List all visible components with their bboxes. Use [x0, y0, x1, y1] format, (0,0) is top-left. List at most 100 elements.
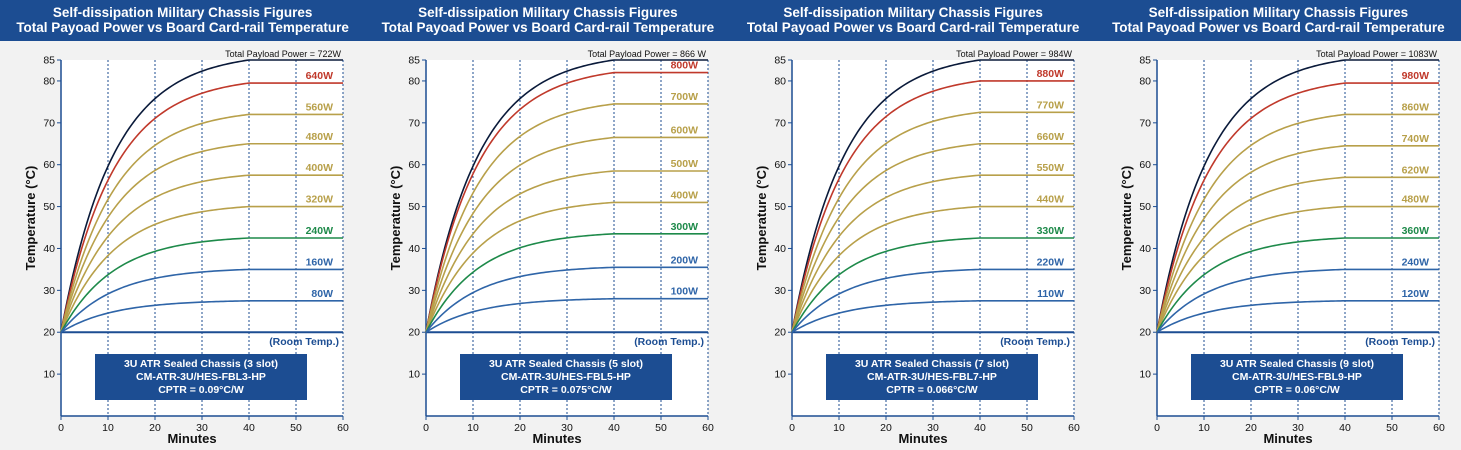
x-tick-label: 60: [702, 422, 714, 434]
y-tick-label: 40: [409, 243, 421, 255]
series-label: 560W: [306, 101, 334, 113]
info-box-line: CPTR = 0.075°C/W: [521, 384, 613, 396]
panel-header: Self-dissipation Military Chassis Figure…: [365, 0, 731, 41]
x-axis-label: Minutes: [898, 431, 947, 446]
chart-title: Self-dissipation Military Chassis Figure…: [1148, 5, 1409, 20]
series-line: [790, 237, 1074, 333]
series-line: [790, 111, 1074, 333]
series-line: [425, 266, 709, 333]
series-label: 360W: [1401, 225, 1429, 237]
y-tick-label: 30: [1139, 285, 1151, 297]
x-tick-label: 10: [467, 422, 479, 434]
series-label: 440W: [1036, 194, 1064, 206]
y-tick-label: 30: [43, 285, 55, 297]
series-line: [60, 113, 343, 333]
y-tick-label: 30: [774, 285, 786, 297]
x-tick-label: 0: [789, 422, 795, 434]
y-tick-label: 20: [1139, 327, 1151, 339]
x-tick-label: 60: [1433, 422, 1445, 434]
series-label: 330W: [1036, 225, 1064, 237]
y-tick-label: 20: [43, 327, 55, 339]
series-line: [425, 71, 709, 333]
total-payload-label: Total Payload Power = 866 W: [588, 49, 707, 59]
y-tick-label: 50: [1139, 201, 1151, 213]
series-label: 220W: [1036, 256, 1064, 268]
x-tick-label: 10: [833, 422, 845, 434]
chart-subtitle: Total Payoad Power vs Board Card-rail Te…: [381, 20, 715, 35]
x-axis-label: Minutes: [533, 431, 582, 446]
chart-title: Self-dissipation Military Chassis Figure…: [418, 5, 678, 20]
series-line: [790, 174, 1074, 333]
info-box-line: 3U ATR Sealed Chassis (7 slot): [854, 358, 1008, 370]
series-line: [60, 174, 343, 333]
chart-panel-4: Self-dissipation Military Chassis Figure…: [1095, 0, 1461, 450]
series-label: 700W: [671, 91, 699, 103]
series-label: 500W: [671, 158, 699, 170]
chart-subtitle: Total Payoad Power vs Board Card-rail Te…: [1112, 20, 1445, 35]
series-line: [425, 233, 709, 333]
series-line: [790, 268, 1074, 333]
y-tick-label: 10: [43, 369, 55, 381]
x-tick-label: 60: [1068, 422, 1080, 434]
x-tick-label: 30: [927, 422, 939, 434]
chart-panel-3: Self-dissipation Military Chassis Figure…: [730, 0, 1096, 450]
x-tick-label: 50: [655, 422, 667, 434]
chart-title: Self-dissipation Military Chassis Figure…: [52, 5, 313, 20]
series-line: [425, 297, 709, 333]
x-tick-label: 30: [1292, 422, 1304, 434]
y-tick-label: 70: [774, 117, 786, 129]
series-label: 480W: [306, 131, 334, 143]
series-label: 600W: [671, 124, 699, 136]
x-tick-label: 0: [423, 422, 429, 434]
series-line-total: [425, 59, 709, 333]
chart-subtitle: Total Payoad Power vs Board Card-rail Te…: [16, 20, 349, 35]
series-label: 860W: [1401, 101, 1429, 113]
series-label: 320W: [306, 194, 334, 206]
info-box: [460, 354, 673, 400]
info-box-line: CM-ATR-3U/HES-FBL5-HP: [501, 371, 631, 383]
total-payload-label: Total Payload Power = 722W: [225, 49, 341, 59]
total-payload-label: Total Payload Power = 1083W: [1316, 49, 1437, 59]
series-label: 740W: [1401, 133, 1429, 145]
info-box: [825, 354, 1038, 400]
series-line-total: [790, 59, 1074, 333]
info-box-line: CM-ATR-3U/HES-FBL7-HP: [867, 371, 997, 383]
info-box-line: 3U ATR Sealed Chassis (5 slot): [489, 358, 643, 370]
x-tick-label: 0: [58, 422, 64, 434]
series-label: 120W: [1401, 288, 1429, 300]
series-line: [425, 136, 709, 333]
room-temp-label: (Room Temp.): [1365, 336, 1435, 348]
chart-panel-2: Self-dissipation Military Chassis Figure…: [365, 0, 731, 450]
x-tick-label: 50: [1386, 422, 1398, 434]
series-line: [60, 82, 343, 333]
series-line: [60, 268, 343, 333]
panel-header: Self-dissipation Military Chassis Figure…: [1095, 0, 1461, 41]
series-line: [60, 300, 343, 333]
info-box-line: CM-ATR-3U/HES-FBL9-HP: [1232, 371, 1362, 383]
series-label: 200W: [671, 254, 699, 266]
chart-subtitle: Total Payoad Power vs Board Card-rail Te…: [746, 20, 1080, 35]
x-axis-label: Minutes: [167, 431, 216, 446]
series-label: 240W: [1401, 256, 1429, 268]
info-box: [95, 354, 307, 400]
series-label: 620W: [1401, 164, 1429, 176]
series-line-total: [1155, 59, 1439, 333]
y-tick-label: 10: [774, 369, 786, 381]
y-tick-label: 85: [43, 55, 55, 67]
y-axis-label: Temperature (°C): [388, 166, 403, 271]
x-tick-label: 20: [1245, 422, 1257, 434]
series-line: [791, 300, 1074, 333]
info-box-line: CM-ATR-3U/HES-FBL3-HP: [136, 371, 266, 383]
y-tick-label: 40: [774, 243, 786, 255]
chart-panel-1: Self-dissipation Military Chassis Figure…: [0, 0, 366, 450]
series-line: [1156, 205, 1439, 333]
series-label: 640W: [306, 70, 334, 82]
y-axis-label: Temperature (°C): [754, 166, 769, 271]
x-tick-label: 30: [196, 422, 208, 434]
x-tick-label: 50: [290, 422, 302, 434]
series-label: 770W: [1036, 99, 1064, 111]
y-tick-label: 80: [409, 75, 421, 87]
series-label: 240W: [306, 225, 334, 237]
info-box-line: CPTR = 0.09°C/W: [158, 384, 244, 396]
